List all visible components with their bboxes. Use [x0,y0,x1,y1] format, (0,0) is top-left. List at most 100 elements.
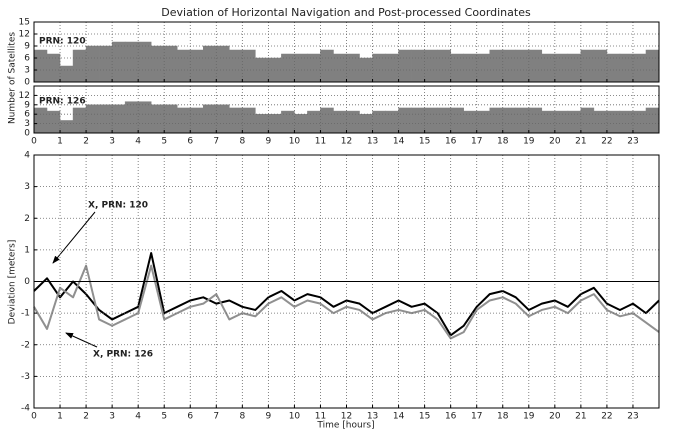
x-tick-label: 4 [135,137,141,147]
y-tick-label: 0 [24,129,30,139]
bar [203,45,217,83]
bar [437,49,451,83]
bar [255,113,269,134]
panel-label: PRN: 126 [39,97,86,107]
bar [515,107,530,134]
bar [489,107,503,134]
x-tick-label: 16 [445,412,457,422]
x-tick-label: 7 [213,137,219,147]
y-tick-label: -4 [21,404,30,414]
bar [242,107,256,134]
x-tick-label: 9 [266,137,272,147]
x-tick-label: 20 [549,137,561,147]
bar [176,49,191,83]
y-tick-label: 0 [24,78,30,88]
annotation: X, PRN: 126 [93,350,153,360]
x-tick-label: 20 [549,412,561,422]
y-tick-label: -3 [21,372,30,382]
x-tick-label: 10 [289,137,301,147]
x-tick-label: 9 [266,412,272,422]
bar [463,110,477,134]
x-tick-label: 7 [213,412,219,422]
x-tick-label: 14 [393,412,405,422]
x-tick-label: 3 [109,412,115,422]
bar [98,104,113,134]
bar [229,49,243,83]
bar [528,49,543,83]
bar [98,45,113,83]
annotation: X, PRN: 120 [88,201,148,211]
x-tick-label: 3 [109,137,115,147]
x-tick-label: 8 [239,137,245,147]
x-axis-label: Time [hours] [316,421,374,431]
bar [33,49,48,83]
bar [176,107,191,134]
panel-label: PRN: 120 [39,37,86,47]
bar [59,65,74,83]
y-tick-label: 1 [24,245,30,255]
bar [150,104,165,134]
bar [450,107,464,134]
x-tick-label: 16 [445,137,457,147]
bar [645,107,660,134]
bar [255,57,269,83]
bar [72,107,87,134]
x-tick-label: 0 [31,137,37,147]
bar [85,45,100,83]
x-tick-label: 13 [367,137,378,147]
bar [111,104,126,134]
bar [346,53,360,83]
bar [72,49,87,83]
chart-title: Deviation of Horizontal Navigation and P… [161,6,531,19]
data-line [33,264,660,340]
plot-frame [33,154,660,409]
bar [502,49,517,83]
bar [137,101,152,134]
y-tick-label: 3 [24,182,30,192]
bar [190,49,204,83]
x-tick-label: 5 [161,137,167,147]
x-tick-label: 18 [497,137,509,147]
bar [59,120,74,134]
x-tick-label: 2 [83,412,89,422]
x-tick-label: 15 [419,137,430,147]
x-tick-label: 2 [83,137,89,147]
y-tick-label: 9 [24,42,30,52]
x-tick-label: 1 [57,412,63,422]
bar [216,104,230,134]
bar [437,107,451,134]
bar [645,49,660,83]
x-tick-label: 22 [601,137,612,147]
bar [33,107,48,134]
x-tick-label: 8 [239,412,245,422]
x-tick-label: 21 [575,412,586,422]
data-line [33,252,660,337]
bar [580,49,595,83]
x-tick-label: 11 [315,412,326,422]
bar [463,53,477,83]
bar [398,49,412,83]
x-tick-label: 19 [523,137,535,147]
x-tick-label: 22 [601,412,612,422]
x-tick-label: 10 [289,412,301,422]
y-tick-label: -1 [21,309,30,319]
y-axis-label: Deviation [meters] [8,240,18,325]
y-tick-label: 12 [19,91,30,101]
x-tick-label: 21 [575,137,586,147]
y-tick-label: 4 [24,151,30,161]
bar [294,53,308,83]
x-tick-label: 18 [497,412,509,422]
y-tick-label: 12 [19,30,30,40]
bar [163,104,178,134]
bar [593,49,608,83]
x-tick-label: 6 [187,137,193,147]
y-tick-label: 6 [24,54,30,64]
y-tick-label: 3 [24,66,30,76]
y-tick-label: 0 [24,277,30,287]
bar [541,110,556,134]
y-tick-label: 2 [24,214,30,224]
bar [242,49,256,83]
bar [385,110,399,134]
bar [489,49,503,83]
